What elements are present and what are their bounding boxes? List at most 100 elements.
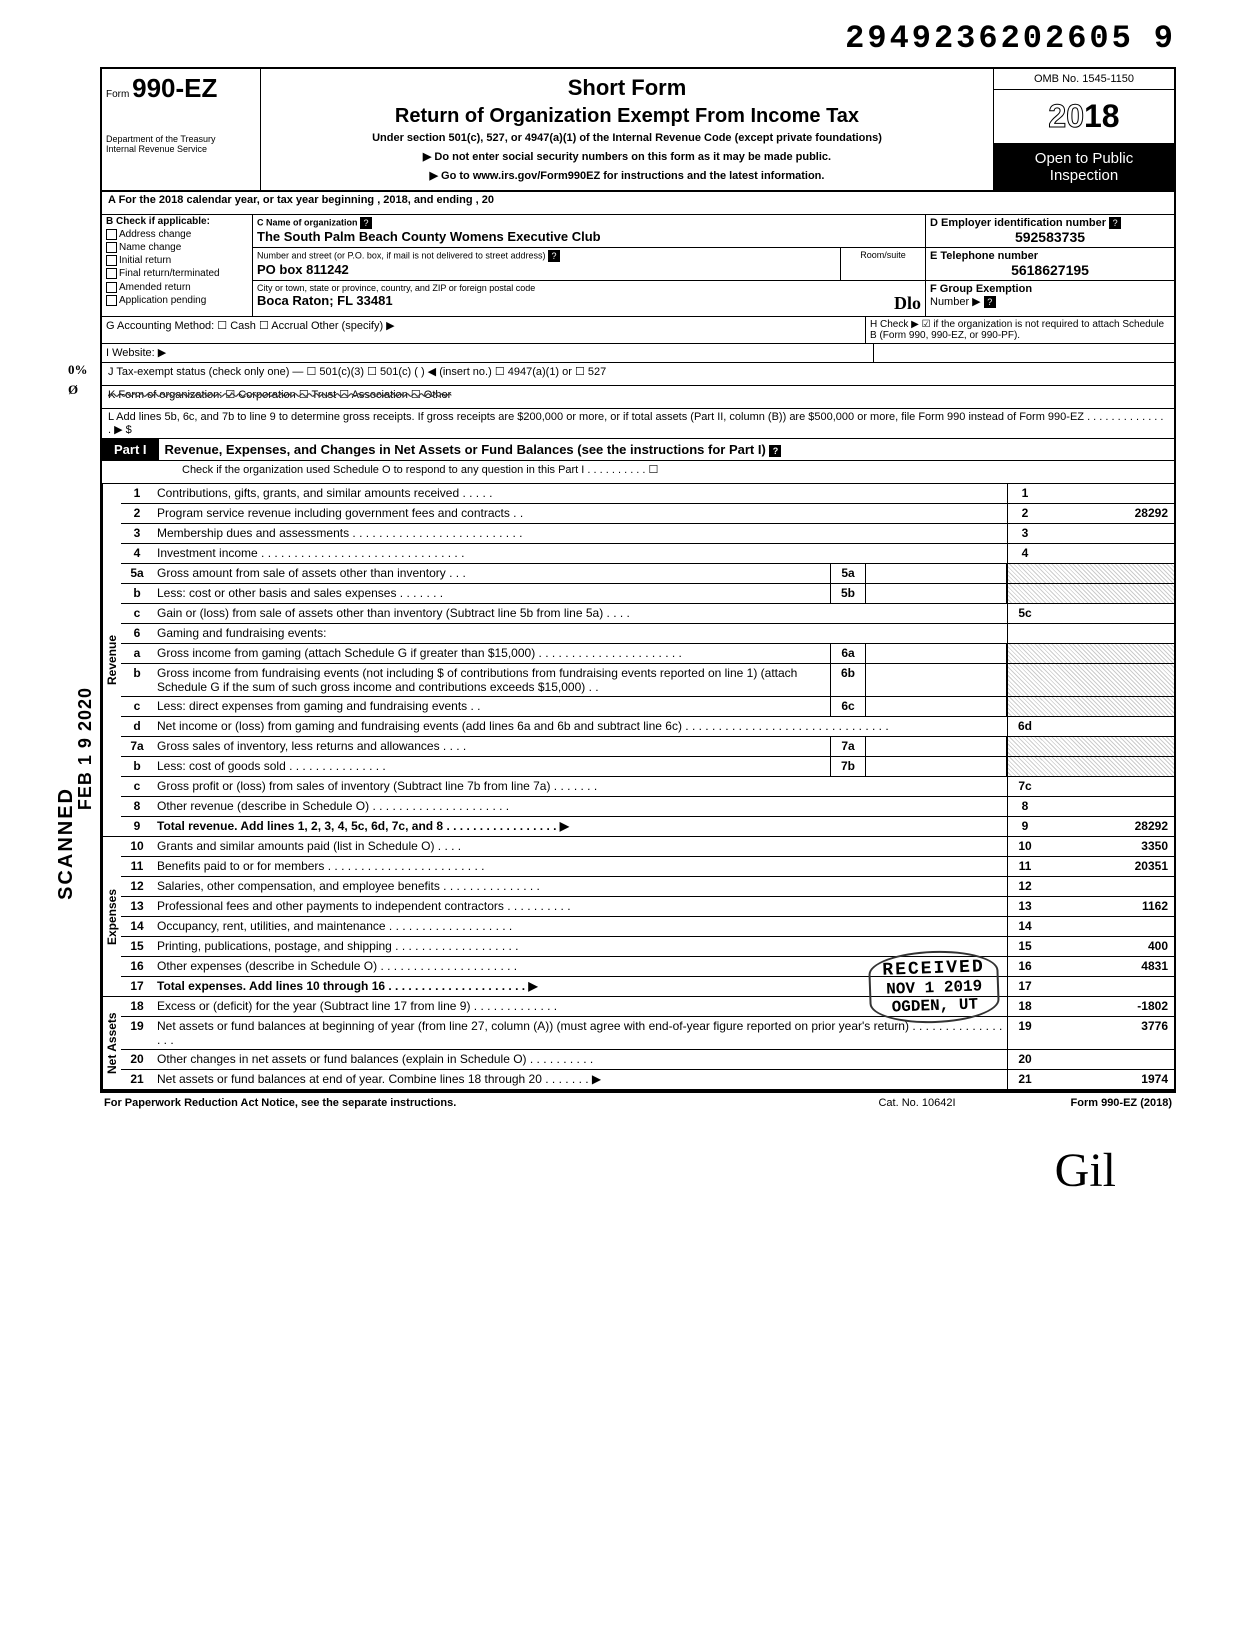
netassets-side-label: Net Assets — [102, 997, 121, 1089]
mid-value — [866, 564, 1007, 583]
line-number: 19 — [121, 1017, 153, 1049]
right-value — [1042, 484, 1174, 503]
part-1-label: Part I — [102, 439, 159, 460]
revenue-side-label: Revenue — [102, 484, 121, 836]
line-l-gross-receipts: L Add lines 5b, 6c, and 7b to line 9 to … — [102, 409, 1174, 439]
mid-number: 5a — [830, 564, 866, 583]
help-icon[interactable]: ? — [984, 296, 996, 308]
form-version: Form 990-EZ (2018) — [992, 1097, 1172, 1109]
right-value — [1042, 697, 1174, 716]
line-14: 14Occupancy, rent, utilities, and mainte… — [121, 917, 1174, 937]
form-990ez: Form 990-EZ Department of the Treasury I… — [100, 67, 1176, 1093]
catalog-number: Cat. No. 10642I — [842, 1097, 992, 1109]
right-value — [1042, 777, 1174, 796]
right-number: 9 — [1007, 817, 1042, 836]
under-section: Under section 501(c), 527, or 4947(a)(1)… — [267, 132, 987, 144]
mid-number: 6a — [830, 644, 866, 663]
line-c: cGross profit or (loss) from sales of in… — [121, 777, 1174, 797]
net-assets-section: Net Assets 18Excess or (deficit) for the… — [102, 997, 1174, 1091]
help-icon[interactable]: ? — [1109, 217, 1121, 229]
right-number: 13 — [1007, 897, 1042, 916]
form-header: Form 990-EZ Department of the Treasury I… — [102, 69, 1174, 192]
right-number: 19 — [1007, 1017, 1042, 1049]
right-value — [1042, 717, 1174, 736]
right-value: 1162 — [1042, 897, 1174, 916]
right-value — [1042, 797, 1174, 816]
right-value: 1974 — [1042, 1070, 1174, 1089]
line-number: b — [121, 757, 153, 776]
mid-number: 7b — [830, 757, 866, 776]
right-value — [1042, 737, 1174, 756]
form-footer: For Paperwork Reduction Act Notice, see … — [100, 1093, 1176, 1113]
line-number: 5a — [121, 564, 153, 583]
right-number: 11 — [1007, 857, 1042, 876]
line-description: Program service revenue including govern… — [153, 504, 1007, 523]
help-icon[interactable]: ? — [360, 217, 372, 229]
right-number: 10 — [1007, 837, 1042, 856]
chk-amended-return[interactable]: Amended return — [102, 281, 252, 294]
line-description: Net assets or fund balances at end of ye… — [153, 1070, 1007, 1089]
right-number — [1007, 697, 1042, 716]
line-description: Other revenue (describe in Schedule O) .… — [153, 797, 1007, 816]
line-number: 13 — [121, 897, 153, 916]
part-1-title: Revenue, Expenses, and Changes in Net As… — [159, 439, 1174, 460]
line-description: Gross amount from sale of assets other t… — [153, 564, 830, 583]
chk-final-return[interactable]: Final return/terminated — [102, 267, 252, 280]
line-g-accounting: G Accounting Method: ☐ Cash ☐ Accrual Ot… — [102, 317, 1174, 344]
help-icon[interactable]: ? — [548, 250, 560, 262]
open-to-public: Open to Public Inspection — [994, 144, 1174, 190]
line-number: 6 — [121, 624, 153, 643]
mid-value — [866, 644, 1007, 663]
help-icon[interactable]: ? — [769, 445, 781, 457]
form-number: Form 990-EZ — [106, 73, 256, 104]
line-number: 12 — [121, 877, 153, 896]
right-number — [1007, 564, 1042, 583]
right-value — [1042, 604, 1174, 623]
line-b: bGross income from fundraising events (n… — [121, 664, 1174, 697]
line-12: 12Salaries, other compensation, and empl… — [121, 877, 1174, 897]
mid-number: 6c — [830, 697, 866, 716]
handwritten-mark-1: 0% — [68, 362, 88, 378]
line-description: Net income or (loss) from gaming and fun… — [153, 717, 1007, 736]
right-value: 28292 — [1042, 504, 1174, 523]
right-number: 18 — [1007, 997, 1042, 1016]
right-value — [1042, 664, 1174, 696]
right-value — [1042, 524, 1174, 543]
line-description: Gross income from gaming (attach Schedul… — [153, 644, 830, 663]
line-number: 3 — [121, 524, 153, 543]
right-value: 3776 — [1042, 1017, 1174, 1049]
line-description: Membership dues and assessments . . . . … — [153, 524, 1007, 543]
handwritten-mark-2: Ø — [68, 382, 78, 398]
line-description: Benefits paid to or for members . . . . … — [153, 857, 1007, 876]
line-description: Total revenue. Add lines 1, 2, 3, 4, 5c,… — [153, 817, 1007, 836]
address-value: PO box 811242 — [257, 262, 836, 277]
city-value: Boca Raton; FL 33481 Dlo — [257, 293, 921, 308]
address-label: Number and street (or P.O. box, if mail … — [257, 250, 836, 262]
chk-application-pending[interactable]: Application pending — [102, 294, 252, 307]
chk-address-change[interactable]: Address change — [102, 228, 252, 241]
line-number: 18 — [121, 997, 153, 1016]
chk-initial-return[interactable]: Initial return — [102, 254, 252, 267]
line-21: 21Net assets or fund balances at end of … — [121, 1070, 1174, 1089]
line-description: Other changes in net assets or fund bala… — [153, 1050, 1007, 1069]
section-f-number: Number ▶ ? — [930, 295, 1170, 308]
right-number: 12 — [1007, 877, 1042, 896]
right-value: 400 — [1042, 937, 1174, 956]
right-number: 3 — [1007, 524, 1042, 543]
line-number: 4 — [121, 544, 153, 563]
right-number — [1007, 737, 1042, 756]
right-number: 5c — [1007, 604, 1042, 623]
right-value — [1042, 877, 1174, 896]
mid-value — [866, 757, 1007, 776]
chk-name-change[interactable]: Name change — [102, 241, 252, 254]
line-15: 15Printing, publications, postage, and s… — [121, 937, 1174, 957]
right-number — [1007, 757, 1042, 776]
line-description: Net assets or fund balances at beginning… — [153, 1017, 1007, 1049]
line-10: 10Grants and similar amounts paid (list … — [121, 837, 1174, 857]
right-number: 17 — [1007, 977, 1042, 996]
return-title: Return of Organization Exempt From Incom… — [267, 105, 987, 128]
line-description: Gross sales of inventory, less returns a… — [153, 737, 830, 756]
right-number: 15 — [1007, 937, 1042, 956]
line-number: c — [121, 777, 153, 796]
right-number — [1007, 664, 1042, 696]
